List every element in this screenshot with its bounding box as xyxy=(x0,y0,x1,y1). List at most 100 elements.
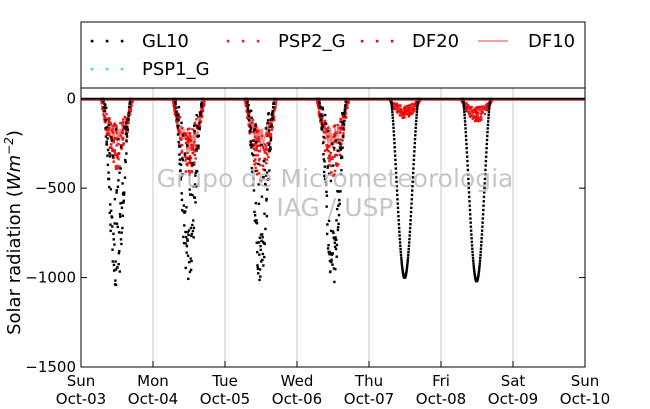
diffuse-point xyxy=(117,152,121,155)
global-point xyxy=(391,116,395,119)
diffuse-point xyxy=(201,114,204,118)
global-point xyxy=(188,188,191,191)
diffuse-point xyxy=(175,121,178,124)
global-point xyxy=(416,99,420,103)
diffuse-point xyxy=(270,128,274,132)
global-point xyxy=(189,257,192,260)
diffuse-point xyxy=(410,103,413,106)
diffuse-point xyxy=(198,125,202,128)
global-point xyxy=(270,118,273,121)
global-point xyxy=(190,232,193,236)
global-point xyxy=(126,125,129,129)
global-point xyxy=(105,106,108,109)
diffuse-point xyxy=(254,154,258,157)
diffuse-point xyxy=(255,145,259,148)
global-point xyxy=(260,260,263,263)
global-point xyxy=(183,153,187,156)
diffuse-point xyxy=(394,105,397,108)
global-point xyxy=(254,202,258,205)
global-point xyxy=(478,264,481,268)
diffuse-point xyxy=(323,124,326,127)
diffuse-point xyxy=(184,170,188,173)
global-point xyxy=(326,166,329,169)
diffuse-point xyxy=(184,134,188,137)
global-point xyxy=(471,256,475,260)
global-point xyxy=(342,123,346,126)
global-point xyxy=(464,123,467,127)
global-point xyxy=(343,114,346,118)
global-point xyxy=(117,179,120,182)
global-point xyxy=(405,270,408,274)
global-point xyxy=(182,235,185,239)
diffuse-point xyxy=(255,173,259,176)
global-point xyxy=(198,121,201,125)
global-point xyxy=(327,244,330,247)
global-point xyxy=(184,230,187,234)
diffuse-point xyxy=(186,164,189,167)
global-point xyxy=(318,102,321,105)
global-point xyxy=(121,226,124,230)
diffuse-point xyxy=(395,103,398,107)
diffuse-point xyxy=(201,106,204,109)
diffuse-point xyxy=(480,109,483,113)
diffuse-point xyxy=(261,164,265,167)
global-point xyxy=(487,113,490,117)
global-point xyxy=(479,253,482,257)
diffuse-point xyxy=(264,161,268,165)
global-point xyxy=(465,151,469,154)
global-point xyxy=(470,244,474,247)
global-point xyxy=(258,253,261,256)
diffuse-point xyxy=(337,149,341,153)
diffuse-point xyxy=(190,143,193,146)
global-point xyxy=(407,253,410,257)
diffuse-point xyxy=(344,106,348,109)
global-point xyxy=(265,171,269,174)
global-point xyxy=(110,216,114,219)
global-point xyxy=(332,267,336,270)
global-point xyxy=(115,191,118,194)
diffuse-point xyxy=(471,111,475,115)
diffuse-point xyxy=(117,167,120,170)
global-point xyxy=(330,260,333,264)
legend-item-DF20: DF20 xyxy=(360,31,459,52)
global-point xyxy=(469,213,472,216)
global-point xyxy=(466,164,469,167)
global-point xyxy=(186,239,189,242)
diffuse-point xyxy=(194,157,197,160)
global-point xyxy=(397,226,401,230)
global-point xyxy=(259,275,262,278)
diffuse-point xyxy=(471,117,474,120)
diffuse-point xyxy=(201,103,205,106)
diffuse-point xyxy=(115,164,118,168)
global-point xyxy=(248,125,252,128)
global-point xyxy=(321,106,324,109)
diffuse-point xyxy=(109,121,112,125)
diffuse-point xyxy=(196,116,200,119)
global-point xyxy=(195,113,198,117)
global-point xyxy=(404,272,408,275)
global-point xyxy=(250,116,253,120)
global-point xyxy=(467,182,470,185)
diffuse-point xyxy=(478,116,482,120)
diffuse-point xyxy=(413,104,417,108)
global-point xyxy=(398,237,402,241)
global-point xyxy=(200,101,204,104)
global-point xyxy=(389,99,393,103)
global-point xyxy=(397,219,400,222)
global-point xyxy=(393,150,397,153)
diffuse-point xyxy=(471,110,474,113)
diffuse-point xyxy=(185,137,188,141)
diffuse-point xyxy=(258,144,261,147)
global-point xyxy=(256,272,260,275)
diffuse-point xyxy=(330,171,333,174)
legend-swatch xyxy=(105,39,109,43)
global-point xyxy=(106,154,109,157)
global-point xyxy=(396,198,399,201)
global-point xyxy=(189,226,193,230)
global-point xyxy=(258,268,262,271)
global-point xyxy=(468,195,471,199)
diffuse-point xyxy=(107,117,111,120)
global-point xyxy=(272,102,275,106)
global-point xyxy=(250,166,254,170)
diffuse-point xyxy=(476,113,479,117)
